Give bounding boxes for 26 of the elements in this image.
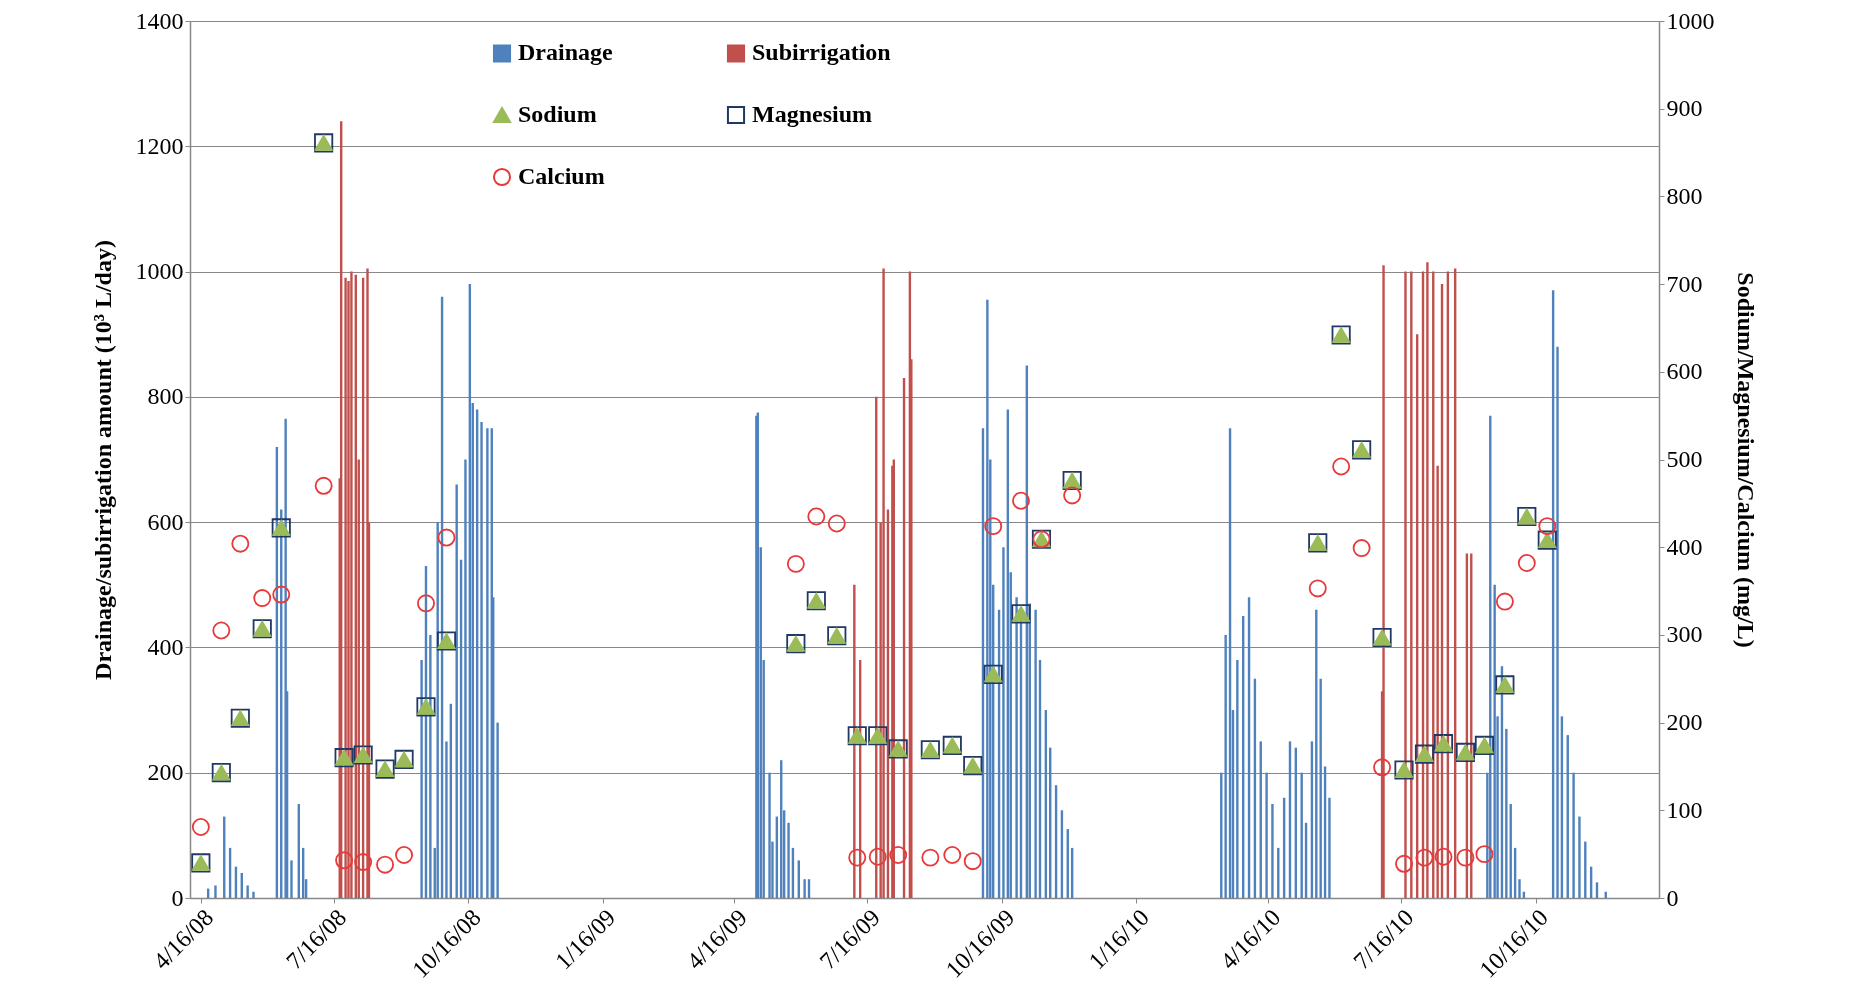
y-tick-label: 1000 bbox=[135, 258, 184, 285]
y2-tick-label: 200 bbox=[1666, 709, 1703, 736]
y-tick-label: 400 bbox=[147, 633, 184, 660]
y2-tick-label: 800 bbox=[1666, 182, 1703, 209]
legend-label: Subirrigation bbox=[752, 39, 891, 66]
y-tick-label: 1400 bbox=[135, 7, 184, 34]
y2-tick-label: 100 bbox=[1666, 796, 1703, 823]
y2-tick-label: 900 bbox=[1666, 95, 1703, 122]
y2-axis-title: Sodium/Magnesium/Calcium (mg/L) bbox=[1732, 272, 1759, 648]
y-tick-label: 200 bbox=[147, 759, 184, 786]
legend-label: Calcium bbox=[518, 163, 605, 189]
y-axis-title: Drainage/subirrigation amount (10³ L/day) bbox=[89, 240, 116, 680]
y-tick-label: 600 bbox=[147, 508, 184, 535]
y2-tick-label: 700 bbox=[1666, 270, 1703, 297]
y-tick-label: 800 bbox=[147, 383, 184, 410]
y2-tick-label: 300 bbox=[1666, 621, 1703, 648]
y2-tick-label: 500 bbox=[1666, 446, 1703, 472]
y-tick-label: 0 bbox=[171, 884, 184, 911]
legend-label: Magnesium bbox=[752, 101, 873, 127]
y2-tick-label: 600 bbox=[1666, 358, 1703, 385]
y2-tick-label: 1000 bbox=[1666, 7, 1715, 34]
legend-label: Sodium bbox=[518, 101, 597, 127]
y2-tick-label: 0 bbox=[1666, 884, 1679, 911]
y2-tick-label: 400 bbox=[1666, 533, 1703, 560]
legend-label: Drainage bbox=[518, 39, 613, 66]
y-tick-label: 1200 bbox=[135, 132, 184, 159]
